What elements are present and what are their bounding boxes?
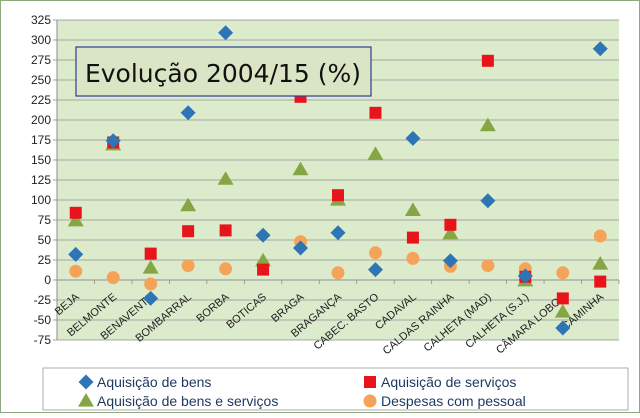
data-point bbox=[219, 224, 232, 237]
y-tick-label: 125 bbox=[31, 173, 51, 187]
data-point bbox=[217, 171, 234, 185]
y-tick-label: 250 bbox=[31, 73, 51, 87]
legend-marker bbox=[363, 394, 377, 408]
y-tick-label: 325 bbox=[31, 13, 51, 27]
y-tick-label: -25 bbox=[34, 293, 52, 307]
data-point bbox=[105, 133, 121, 149]
legend-marker bbox=[78, 393, 94, 407]
y-tick-label: 100 bbox=[31, 193, 51, 207]
title-box: Evolução 2004/15 (%) bbox=[75, 46, 372, 97]
data-point bbox=[406, 231, 419, 244]
data-point bbox=[180, 105, 196, 121]
data-point bbox=[594, 275, 607, 288]
data-point bbox=[69, 264, 83, 278]
data-point bbox=[406, 251, 420, 265]
data-point bbox=[367, 262, 383, 278]
legend-label: Aquisição de serviços bbox=[381, 374, 516, 390]
data-point bbox=[592, 41, 608, 57]
data-point bbox=[554, 304, 571, 318]
data-point bbox=[331, 266, 345, 280]
data-point bbox=[368, 246, 382, 260]
data-point bbox=[67, 212, 84, 227]
data-point bbox=[517, 268, 533, 284]
data-point bbox=[255, 252, 272, 267]
y-tick-label: -75 bbox=[34, 333, 52, 347]
data-point bbox=[182, 225, 195, 238]
data-point bbox=[106, 271, 120, 285]
data-point bbox=[480, 193, 496, 209]
data-point bbox=[404, 202, 421, 216]
series-diamond bbox=[68, 25, 608, 336]
data-point bbox=[555, 320, 571, 336]
data-point bbox=[143, 290, 159, 306]
data-point bbox=[481, 259, 495, 273]
legend-box bbox=[42, 367, 629, 411]
y-tick-label: 300 bbox=[31, 33, 51, 47]
data-point bbox=[481, 54, 494, 67]
data-point bbox=[255, 227, 271, 243]
data-point bbox=[442, 253, 458, 269]
data-point bbox=[442, 225, 459, 240]
legend-label: Despesas com pessoal bbox=[381, 393, 526, 409]
data-point bbox=[556, 292, 569, 305]
data-point bbox=[218, 25, 234, 41]
y-tick-label: 25 bbox=[38, 253, 52, 267]
data-point bbox=[142, 260, 159, 274]
y-tick-label: 200 bbox=[31, 113, 51, 127]
y-tick-label: 225 bbox=[31, 93, 51, 107]
data-point bbox=[181, 259, 195, 273]
y-tick-label: 50 bbox=[38, 233, 52, 247]
data-point bbox=[444, 218, 457, 231]
legend: Aquisição de bens Aquisição de serviços Aq… bbox=[42, 367, 629, 411]
data-point bbox=[405, 130, 421, 146]
data-point bbox=[292, 161, 309, 176]
data-point bbox=[593, 229, 607, 243]
data-point bbox=[68, 246, 84, 262]
data-point bbox=[367, 146, 384, 160]
y-tick-label: 150 bbox=[31, 153, 51, 167]
data-point bbox=[592, 256, 609, 270]
y-tick-label: 275 bbox=[31, 53, 51, 67]
legend-label: Aquisição de bens e serviços bbox=[97, 393, 278, 409]
data-point bbox=[69, 206, 82, 219]
legend-marker bbox=[78, 374, 94, 390]
y-tick-label: 175 bbox=[31, 133, 51, 147]
chart-title: Evolução 2004/15 (%) bbox=[85, 59, 361, 88]
data-point bbox=[293, 240, 309, 256]
data-point bbox=[369, 106, 382, 119]
data-point bbox=[144, 277, 158, 291]
legend-marker bbox=[364, 376, 376, 388]
data-point bbox=[479, 117, 496, 132]
data-point bbox=[330, 225, 346, 241]
data-point bbox=[556, 266, 570, 280]
y-tick-label: 0 bbox=[44, 273, 51, 287]
y-tick-label: 75 bbox=[38, 213, 52, 227]
title-box-rect bbox=[75, 46, 372, 97]
data-point bbox=[332, 189, 344, 202]
data-point bbox=[257, 263, 270, 276]
legend-label: Aquisição de bens bbox=[97, 374, 211, 390]
data-point bbox=[180, 197, 197, 212]
y-tick-label: -50 bbox=[34, 313, 52, 327]
data-point bbox=[144, 247, 157, 260]
data-point bbox=[219, 262, 233, 276]
